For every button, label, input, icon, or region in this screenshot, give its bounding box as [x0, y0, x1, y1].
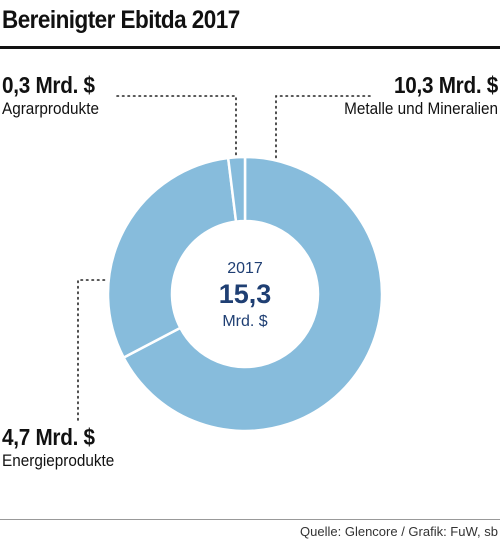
label-agrarprodukte: 0,3 Mrd. $ Agrarprodukte — [2, 72, 110, 119]
label-agrar-name: Agrarprodukte — [2, 99, 99, 118]
label-agrar-value: 0,3 Mrd. $ — [2, 72, 95, 98]
leader-agrarprodukte — [116, 95, 237, 159]
center-total: 15,3 — [219, 279, 272, 309]
center-unit: Mrd. $ — [222, 313, 267, 330]
label-metalle-value: 10,3 Mrd. $ — [393, 72, 498, 98]
donut-slices — [106, 155, 384, 433]
leader-energieprodukte — [77, 279, 109, 421]
leader-lines — [77, 95, 371, 421]
donut-hole — [172, 221, 318, 367]
label-metalle: 10,3 Mrd. $ Metalle und Mineralien — [327, 72, 498, 119]
label-energie-value: 4,7 Mrd. $ — [2, 424, 95, 450]
label-metalle-name: Metalle und Mineralien — [344, 99, 498, 118]
label-energieprodukte: 4,7 Mrd. $ Energieprodukte — [2, 424, 127, 471]
slice-energieprodukte — [106, 156, 238, 360]
footer-rule — [0, 519, 500, 520]
source-note: Quelle: Glencore / Grafik: FuW, sb — [300, 524, 498, 539]
title-rule — [0, 46, 500, 49]
chart-title: Bereinigter Ebitda 2017 — [2, 6, 240, 34]
leader-metalle — [275, 95, 371, 159]
center-year: 2017 — [227, 260, 263, 277]
label-energie-name: Energieprodukte — [2, 451, 115, 470]
